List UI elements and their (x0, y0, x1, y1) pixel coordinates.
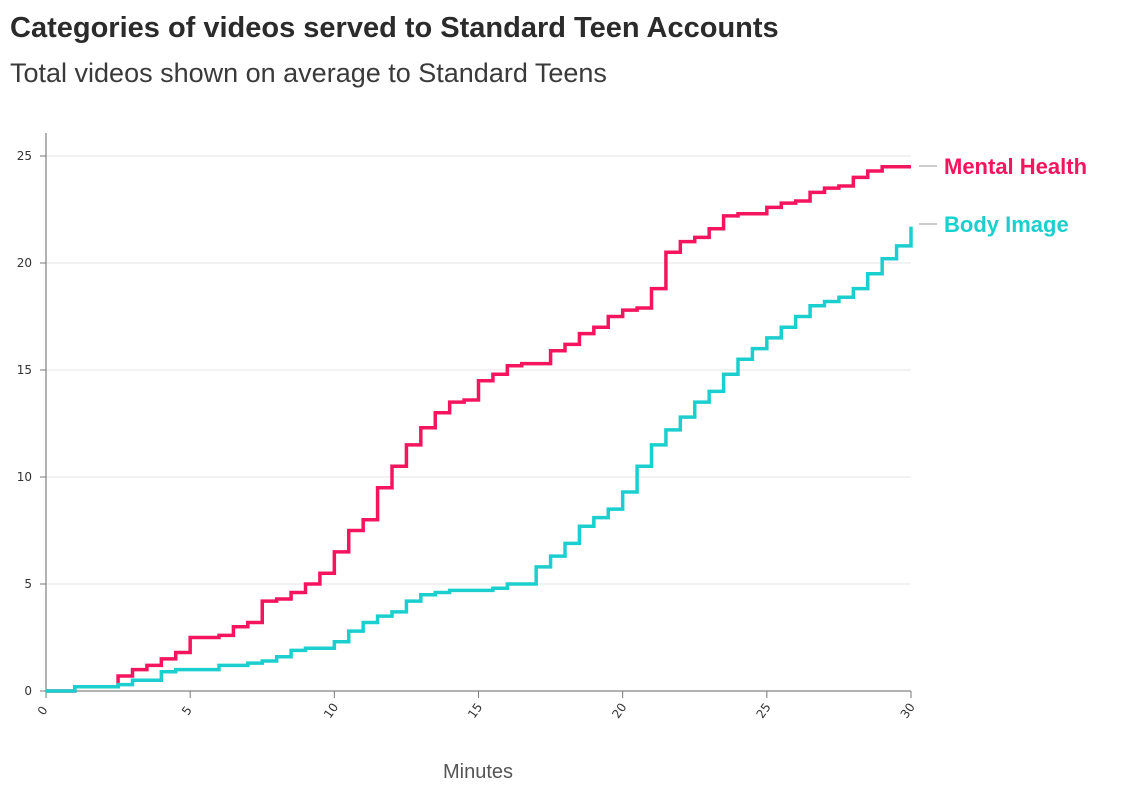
chart-subtitle: Total videos shown on average to Standar… (10, 58, 607, 88)
x-tick-label-30: 30 (898, 700, 918, 721)
x-tick-label-20: 20 (609, 700, 629, 721)
series-labels: Mental Health Body Image (919, 154, 1087, 237)
y-axis-ticks: 0 5 10 15 20 25 (17, 149, 46, 698)
series-line-body-image (46, 226, 913, 693)
y-tick-label-10: 10 (17, 470, 32, 484)
x-tick-label-10: 10 (321, 700, 341, 721)
series-line-mental-health (46, 164, 911, 693)
x-tick-label-25: 25 (753, 700, 773, 721)
series-label-mental-health: Mental Health (944, 154, 1087, 179)
gridlines (46, 155, 911, 585)
series-label-body-image: Body Image (944, 212, 1069, 237)
y-tick-label-20: 20 (17, 256, 32, 270)
x-tick-label-5: 5 (179, 704, 195, 718)
x-tick-label-15: 15 (465, 700, 485, 721)
chart-title: Categories of videos served to Standard … (10, 12, 779, 44)
x-axis-ticks: 0 5 10 15 20 25 30 (35, 691, 918, 721)
y-tick-label-15: 15 (17, 363, 32, 377)
y-tick-label-0: 0 (24, 684, 32, 698)
y-tick-label-25: 25 (17, 149, 32, 163)
axes (45, 133, 911, 692)
y-tick-label-5: 5 (24, 577, 32, 591)
series-lines (46, 164, 913, 693)
x-tick-label-0: 0 (35, 704, 51, 718)
x-axis-label: Minutes (443, 761, 513, 783)
